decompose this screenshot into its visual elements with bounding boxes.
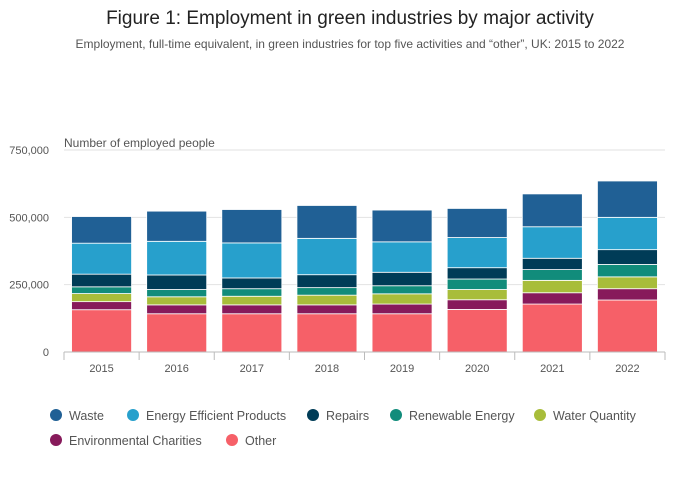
y-tick-label: 750,000	[9, 145, 49, 157]
x-tick-label: 2018	[315, 363, 339, 375]
bar-segment-energy-efficient-products	[597, 216, 658, 251]
bar-segment-waste	[597, 180, 658, 218]
bar-segment-renewable-energy	[521, 269, 583, 281]
legend-label: Water Quantity	[553, 409, 637, 423]
bar-segment-waste	[521, 193, 583, 228]
legend-swatch	[127, 409, 139, 421]
bar-segment-environmental-charities	[146, 304, 208, 315]
bar-segment-other	[296, 313, 358, 353]
bar-segment-environmental-charities	[597, 288, 658, 301]
bar-segment-environmental-charities	[221, 304, 283, 315]
bar-segment-environmental-charities	[71, 301, 132, 311]
x-tick-label: 2019	[390, 363, 414, 375]
bar-segment-renewable-energy	[446, 278, 508, 290]
x-tick-label: 2021	[540, 363, 564, 375]
bar-segment-energy-efficient-products	[521, 226, 583, 259]
bar-segment-energy-efficient-products	[446, 237, 508, 269]
x-tick-label: 2016	[164, 363, 188, 375]
bar-segment-other	[71, 309, 132, 353]
bar-segment-water-quantity	[597, 276, 658, 290]
bar-segment-renewable-energy	[296, 287, 358, 296]
bar-segment-other	[146, 313, 208, 353]
bar-segment-renewable-energy	[597, 264, 658, 278]
bar-segment-waste	[71, 216, 132, 244]
bar-segment-repairs	[521, 257, 583, 270]
bar-segment-water-quantity	[446, 289, 508, 301]
y-tick-label: 0	[43, 347, 49, 359]
bar-segment-renewable-energy	[371, 285, 433, 295]
legend-label: Other	[245, 434, 276, 448]
legend-item: Repairs	[307, 409, 369, 423]
bar-segment-water-quantity	[296, 294, 358, 306]
bar-segment-other	[371, 313, 433, 353]
legend-item: Environmental Charities	[50, 434, 202, 448]
bar-segment-energy-efficient-products	[221, 242, 283, 279]
legend-item: Water Quantity	[534, 409, 637, 423]
bar-segment-other	[597, 299, 658, 353]
chart-subtitle: Employment, full-time equivalent, in gre…	[75, 37, 625, 51]
legend-swatch	[50, 434, 62, 446]
legend-item: Other	[226, 434, 276, 448]
legend-label: Waste	[69, 409, 104, 423]
bar-segment-repairs	[371, 271, 433, 287]
legend-label: Renewable Energy	[409, 409, 515, 423]
bar-segment-environmental-charities	[296, 304, 358, 315]
bar-segment-waste	[221, 209, 283, 244]
x-tick-label: 2015	[89, 363, 113, 375]
x-tick-label: 2020	[465, 363, 489, 375]
y-tick-label: 500,000	[9, 212, 49, 224]
bar-segment-renewable-energy	[146, 289, 208, 298]
bar-segment-repairs	[221, 277, 283, 290]
bar-segment-energy-efficient-products	[146, 240, 208, 276]
bar-segment-repairs	[146, 274, 208, 290]
bar-segment-other	[446, 309, 508, 353]
bar-segment-water-quantity	[221, 295, 283, 306]
legend-swatch	[534, 409, 546, 421]
bar-segment-environmental-charities	[521, 292, 583, 305]
bar-segment-waste	[371, 209, 433, 243]
legend-label: Energy Efficient Products	[146, 409, 286, 423]
legend: Waste Energy Efficient Products Repairs Ren…	[50, 409, 637, 448]
bar-segment-repairs	[597, 249, 658, 265]
legend-swatch	[226, 434, 238, 446]
bar-segment-energy-efficient-products	[296, 237, 358, 276]
y-axis-ticks: 0 250,000 500,000 750,000	[9, 145, 49, 359]
bar-segment-other	[521, 303, 583, 353]
bar-segment-waste	[146, 210, 208, 242]
bar-segment-water-quantity	[71, 293, 132, 303]
legend-swatch	[307, 409, 319, 421]
bar-segment-water-quantity	[371, 293, 433, 305]
bar-segment-repairs	[71, 273, 132, 288]
bar-segment-energy-efficient-products	[71, 242, 132, 275]
legend-swatch	[50, 409, 62, 421]
bar-segment-other	[221, 313, 283, 353]
legend-swatch	[390, 409, 402, 421]
chart-title: Figure 1: Employment in green industries…	[106, 8, 594, 29]
bar-segment-renewable-energy	[71, 286, 132, 294]
y-tick-label: 250,000	[9, 280, 49, 292]
bar-segment-repairs	[446, 267, 508, 280]
bars	[71, 180, 658, 353]
legend-label: Environmental Charities	[69, 434, 202, 448]
bar-segment-water-quantity	[146, 296, 208, 306]
legend-item: Renewable Energy	[390, 409, 515, 423]
x-tick-label: 2022	[615, 363, 639, 375]
y-axis-label: Number of employed people	[64, 136, 215, 150]
bar-segment-renewable-energy	[221, 288, 283, 297]
legend-item: Energy Efficient Products	[127, 409, 286, 423]
legend-label: Repairs	[326, 409, 369, 423]
bar-segment-water-quantity	[521, 279, 583, 294]
bar-segment-waste	[296, 205, 358, 239]
bar-segment-waste	[446, 208, 508, 238]
bar-segment-environmental-charities	[371, 303, 433, 315]
legend-item: Waste	[50, 409, 104, 423]
bar-segment-environmental-charities	[446, 299, 508, 310]
x-tick-label: 2017	[240, 363, 264, 375]
bar-segment-repairs	[296, 274, 358, 289]
x-axis: 2015 2016 2017 2018 2019 2020 2021 2022	[63, 351, 666, 375]
bar-segment-energy-efficient-products	[371, 241, 433, 273]
